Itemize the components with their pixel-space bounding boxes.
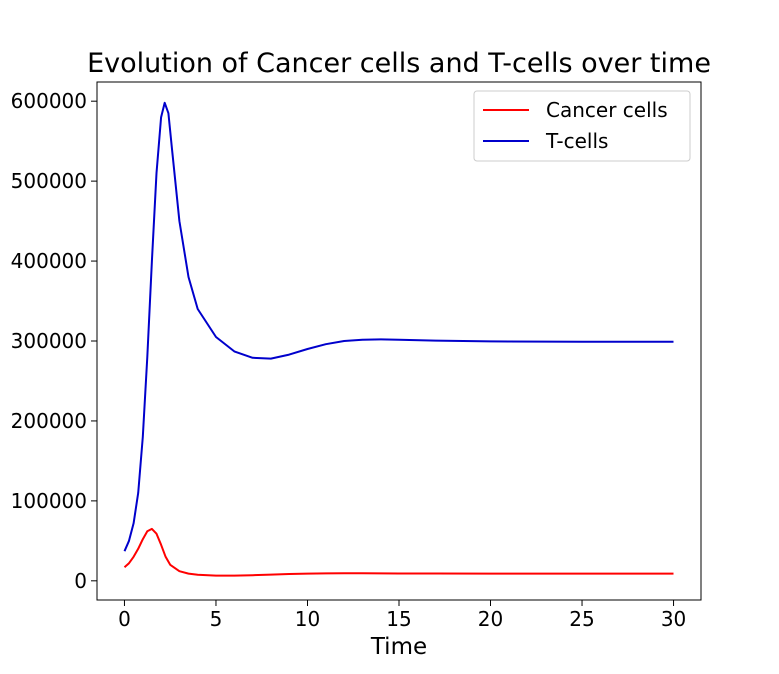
- x-tick-label: 15: [386, 607, 411, 631]
- legend-box: [473, 90, 691, 162]
- y-tick-label: 500000: [11, 169, 87, 193]
- series-line-t-cells: [123, 101, 674, 552]
- y-axis-ticks: 0 100000 200000 300000 400000 500000 600000: [11, 89, 97, 593]
- legend-label: T-cells: [545, 129, 608, 153]
- y-tick-label: 600000: [11, 89, 87, 113]
- y-tick-label: 300000: [11, 329, 87, 353]
- x-tick-label: 20: [478, 607, 503, 631]
- x-tick-label: 10: [295, 607, 320, 631]
- x-tick-label: 0: [118, 607, 131, 631]
- x-tick-label: 30: [661, 607, 686, 631]
- series-line-cancer-cells: [123, 527, 674, 577]
- y-tick-label: 0: [74, 569, 87, 593]
- series-layer: [123, 101, 674, 577]
- chart-title: Evolution of Cancer cells and T-cells ov…: [87, 48, 711, 79]
- legend-label: Cancer cells: [546, 98, 668, 122]
- y-tick-label: 100000: [11, 489, 87, 513]
- x-axis-ticks: 0 5 10 15 20 25 30: [118, 600, 686, 631]
- y-tick-label: 200000: [11, 409, 87, 433]
- y-tick-label: 400000: [11, 249, 87, 273]
- legend: Cancer cells T-cells: [473, 90, 691, 162]
- x-tick-label: 5: [210, 607, 223, 631]
- x-axis-label: Time: [370, 634, 427, 660]
- x-tick-label: 25: [569, 607, 594, 631]
